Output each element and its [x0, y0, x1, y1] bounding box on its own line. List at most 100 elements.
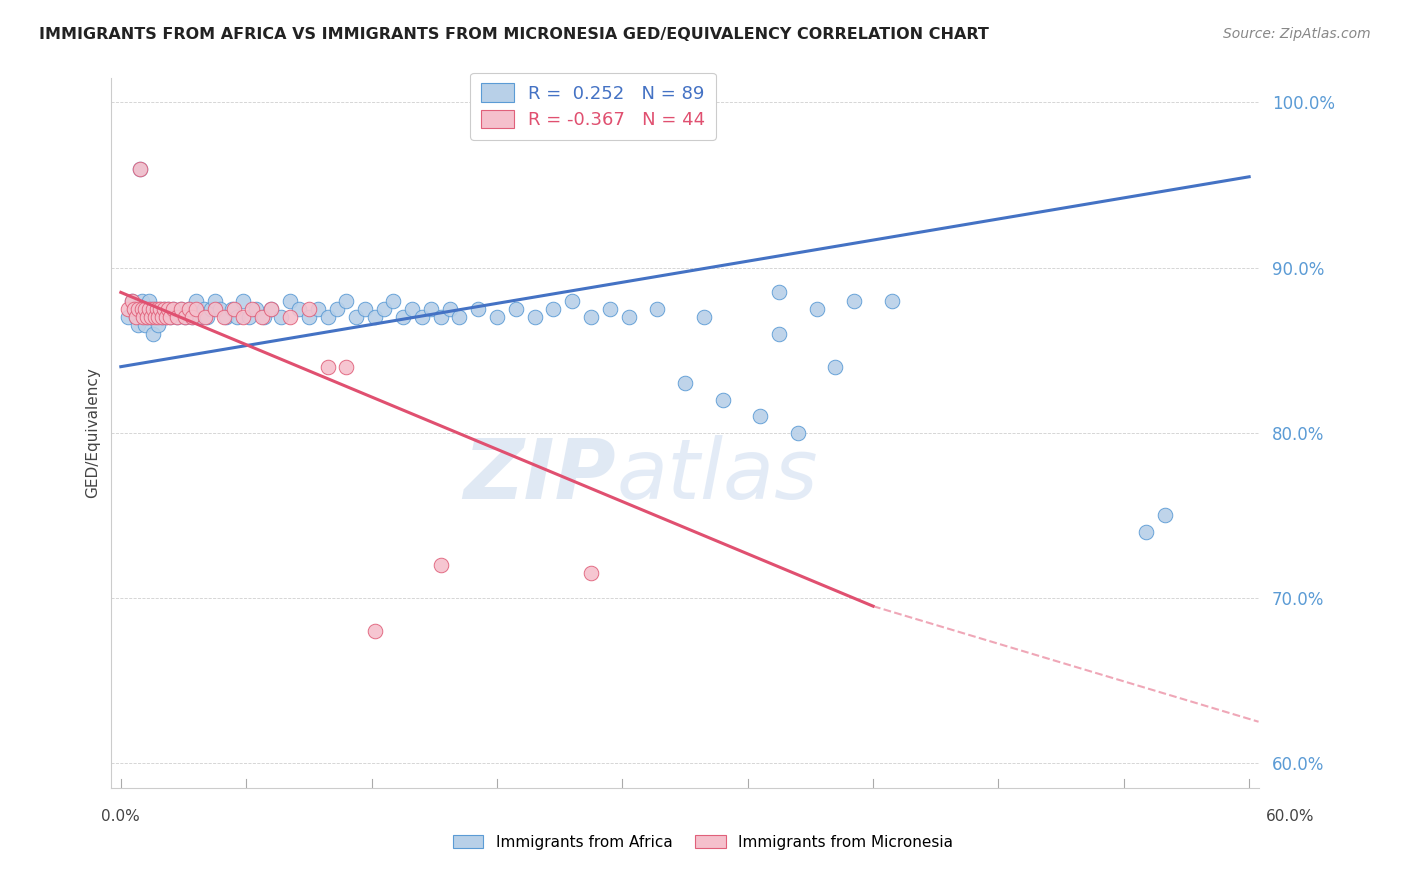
Point: [373, 301, 395, 316]
Point: [209, 301, 232, 316]
Point: [117, 310, 139, 325]
Point: [768, 285, 790, 300]
Point: [363, 624, 385, 638]
Point: [162, 301, 184, 316]
Point: [131, 293, 153, 308]
Point: [204, 293, 226, 308]
Text: atlas: atlas: [616, 435, 818, 516]
Point: [139, 310, 162, 325]
Point: [148, 318, 170, 333]
Point: [316, 359, 339, 374]
Point: [134, 301, 156, 316]
Point: [155, 310, 177, 325]
Point: [844, 293, 866, 308]
Point: [138, 301, 160, 316]
Point: [579, 310, 602, 325]
Legend: Immigrants from Africa, Immigrants from Micronesia: Immigrants from Africa, Immigrants from …: [447, 829, 959, 855]
Point: [128, 161, 150, 176]
Point: [184, 293, 207, 308]
Point: [270, 310, 292, 325]
Y-axis label: GED/Equivalency: GED/Equivalency: [86, 368, 100, 499]
Point: [204, 301, 226, 316]
Point: [173, 310, 195, 325]
Point: [392, 310, 415, 325]
Point: [136, 310, 159, 325]
Point: [523, 310, 546, 325]
Point: [145, 310, 167, 325]
Point: [222, 301, 245, 316]
Point: [153, 301, 176, 316]
Point: [170, 301, 193, 316]
Point: [561, 293, 583, 308]
Point: [139, 310, 162, 325]
Point: [221, 301, 243, 316]
Point: [156, 301, 179, 316]
Point: [344, 310, 367, 325]
Point: [673, 376, 696, 391]
Point: [711, 392, 734, 407]
Point: [149, 301, 172, 316]
Point: [439, 301, 461, 316]
Point: [232, 293, 254, 308]
Point: [316, 310, 339, 325]
Point: [200, 301, 222, 316]
Point: [693, 310, 716, 325]
Point: [181, 310, 204, 325]
Point: [170, 301, 193, 316]
Point: [1153, 508, 1175, 523]
Point: [786, 425, 808, 440]
Point: [143, 310, 166, 325]
Point: [173, 310, 195, 325]
Text: Source: ZipAtlas.com: Source: ZipAtlas.com: [1223, 27, 1371, 41]
Point: [824, 359, 846, 374]
Point: [150, 310, 173, 325]
Point: [617, 310, 640, 325]
Point: [121, 293, 143, 308]
Point: [232, 310, 254, 325]
Point: [485, 310, 508, 325]
Legend: R =  0.252   N = 89, R = -0.367   N = 44: R = 0.252 N = 89, R = -0.367 N = 44: [471, 72, 716, 140]
Point: [194, 310, 217, 325]
Point: [132, 310, 155, 325]
Point: [131, 301, 153, 316]
Text: ZIP: ZIP: [464, 435, 616, 516]
Point: [238, 310, 260, 325]
Point: [159, 310, 181, 325]
Point: [579, 566, 602, 581]
Point: [138, 293, 160, 308]
Point: [142, 326, 165, 341]
Point: [143, 301, 166, 316]
Point: [153, 301, 176, 316]
Point: [195, 310, 218, 325]
Point: [156, 301, 179, 316]
Point: [278, 293, 301, 308]
Text: IMMIGRANTS FROM AFRICA VS IMMIGRANTS FROM MICRONESIA GED/EQUIVALENCY CORRELATION: IMMIGRANTS FROM AFRICA VS IMMIGRANTS FRO…: [39, 27, 990, 42]
Point: [401, 301, 423, 316]
Point: [768, 326, 790, 341]
Point: [335, 293, 357, 308]
Point: [125, 310, 148, 325]
Point: [429, 558, 451, 572]
Point: [354, 301, 377, 316]
Point: [215, 310, 238, 325]
Point: [467, 301, 489, 316]
Point: [749, 409, 772, 424]
Point: [121, 293, 143, 308]
Point: [260, 301, 283, 316]
Point: [278, 310, 301, 325]
Point: [136, 310, 159, 325]
Point: [139, 301, 162, 316]
Point: [599, 301, 621, 316]
Point: [188, 310, 211, 325]
Point: [543, 301, 565, 316]
Point: [149, 301, 172, 316]
Point: [335, 359, 357, 374]
Point: [382, 293, 405, 308]
Point: [122, 301, 145, 316]
Point: [159, 310, 181, 325]
Point: [429, 310, 451, 325]
Point: [260, 301, 283, 316]
Point: [145, 301, 167, 316]
Point: [155, 310, 177, 325]
Point: [250, 310, 273, 325]
